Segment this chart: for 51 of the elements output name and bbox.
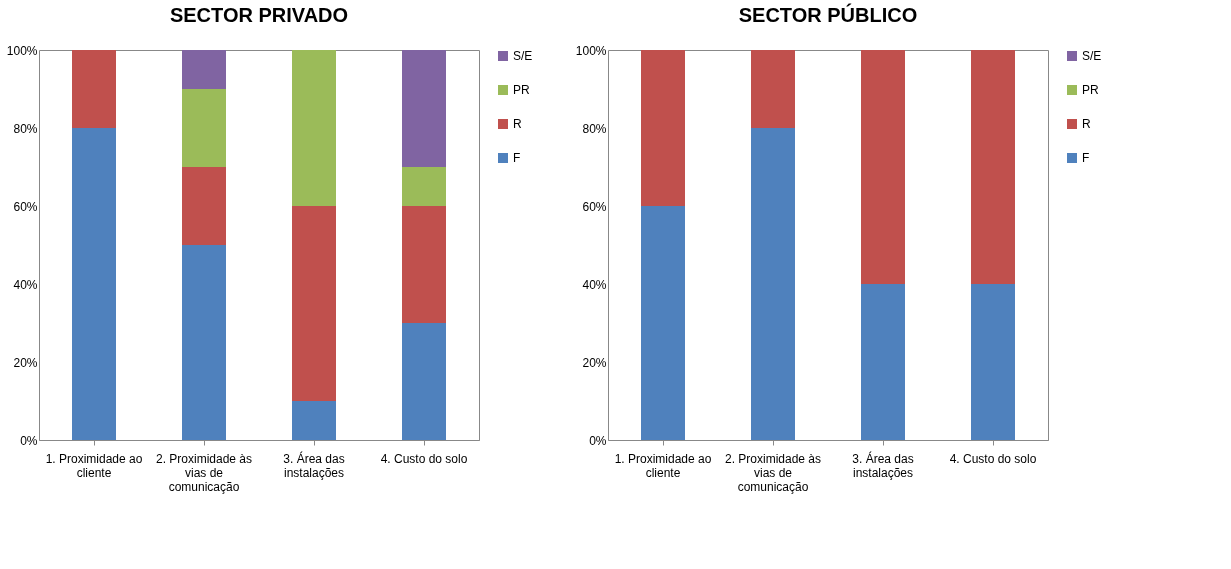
bar (292, 206, 336, 401)
bar (641, 206, 685, 440)
bar (72, 128, 116, 440)
y-tick-label: 100% (575, 43, 607, 58)
legend-label: S/E (513, 49, 533, 63)
legend-label: R (1082, 117, 1091, 131)
legend-label: F (1082, 151, 1090, 165)
y-tick-label: 80% (582, 121, 607, 136)
bar (182, 245, 226, 440)
bar (182, 167, 226, 245)
y-tick-label: 100% (6, 43, 38, 58)
x-tick-label: 1. Proximidade ao cliente (45, 451, 143, 480)
bar (402, 206, 446, 323)
y-tick-label: 80% (13, 121, 38, 136)
x-tick-label: 2. Proximidade às vias de comunicação (155, 451, 253, 494)
bar (402, 50, 446, 167)
chart-title: SECTOR PRIVADO (169, 4, 349, 26)
bar (861, 50, 905, 284)
y-tick-label: 40% (582, 277, 607, 292)
x-tick-label: 4. Custo do solo (380, 451, 468, 466)
y-tick-label: 60% (582, 199, 607, 214)
y-tick-label: 20% (582, 355, 607, 370)
x-tick-label: 1. Proximidade ao cliente (614, 451, 712, 480)
bar (292, 50, 336, 206)
x-tick-label: 4. Custo do solo (949, 451, 1037, 466)
bar (182, 89, 226, 167)
legend-label: R (513, 117, 522, 131)
bar (971, 50, 1015, 284)
x-tick-label: 3. Área das instalações (283, 450, 345, 480)
y-tick-label: 0% (20, 433, 38, 448)
x-tick-label: 2. Proximidade às vias de comunicação (724, 451, 822, 494)
x-tick-label: 3. Área das instalações (852, 450, 914, 480)
legend-label: PR (513, 83, 530, 97)
bar (751, 50, 795, 128)
y-tick-label: 0% (589, 433, 607, 448)
legend-label: F (513, 151, 521, 165)
chart-title: SECTOR PÚBLICO (738, 3, 918, 26)
bar (402, 167, 446, 206)
bar (641, 50, 685, 206)
y-tick-label: 40% (13, 277, 38, 292)
bar (861, 284, 905, 440)
legend-label: PR (1082, 83, 1099, 97)
legend-label: S/E (1082, 49, 1102, 63)
y-tick-label: 60% (13, 199, 38, 214)
y-tick-label: 20% (13, 355, 38, 370)
bar (751, 128, 795, 440)
bar (182, 50, 226, 89)
bar (72, 50, 116, 128)
bar (971, 284, 1015, 440)
bar (402, 323, 446, 440)
bar (292, 401, 336, 440)
